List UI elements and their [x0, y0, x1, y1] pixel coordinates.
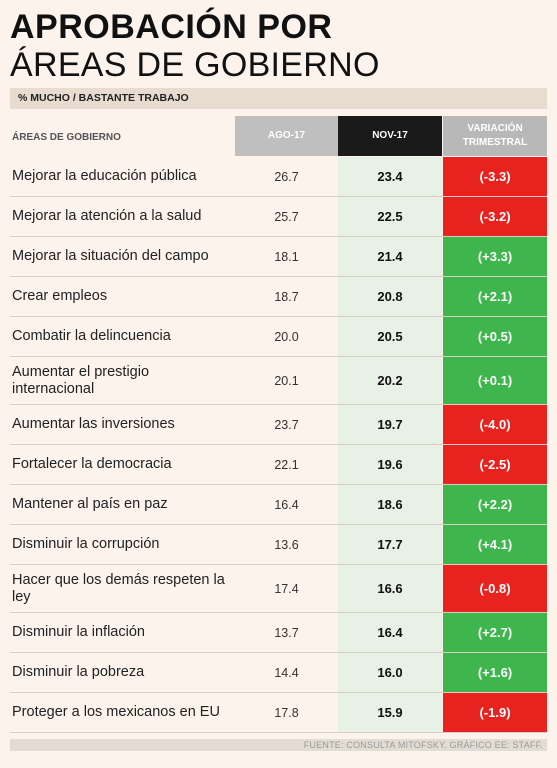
table-row: Mantener al país en paz 16.4 18.6 (+2.2) [10, 485, 547, 525]
table-row: Mejorar la atención a la salud 25.7 22.5 (-… [10, 197, 547, 237]
header-nov: NOV-17 [338, 116, 442, 156]
variation-value: (-1.9) [443, 693, 547, 732]
header-variation-line1: VARIACIÓN [467, 123, 523, 134]
nov-cell-bg [338, 197, 442, 236]
variation-value: (+2.7) [443, 613, 547, 652]
table-row: Hacer que los demás respeten la ley 17.4 1… [10, 565, 547, 613]
nov-value: 19.6 [377, 457, 403, 472]
nov-cell-bg [338, 485, 442, 524]
nov-value: 21.4 [377, 249, 403, 264]
nov-cell-bg [338, 693, 442, 732]
ago-value: 20.1 [274, 373, 299, 388]
subtitle: % MUCHO / BASTANTE TRABAJO [18, 92, 189, 104]
area-label: Aumentar las inversiones [12, 416, 175, 432]
title-line-2: ÁREAS DE GOBIERNO [10, 46, 380, 84]
nov-cell-bg [338, 613, 442, 652]
variation-value: (-0.8) [443, 565, 547, 612]
nov-value: 19.7 [377, 417, 403, 432]
ago-value: 17.8 [274, 705, 299, 720]
ago-value: 18.7 [274, 289, 299, 304]
variation-value: (-4.0) [443, 405, 547, 444]
nov-cell-bg [338, 277, 442, 316]
nov-value: 18.6 [377, 497, 403, 512]
nov-value: 20.8 [377, 289, 403, 304]
data-table: Mejorar la educación pública 26.7 23.4 (-3.… [10, 157, 547, 733]
area-label: Combatir la delincuencia [12, 328, 171, 344]
table-row: Combatir la delincuencia 20.0 20.5 (+0.5) [10, 317, 547, 357]
table-row: Fortalecer la democracia 22.1 19.6 (-2.5) [10, 445, 547, 485]
nov-cell-bg [338, 405, 442, 444]
nov-value: 20.5 [377, 329, 403, 344]
table-header: ÁREAS DE GOBIERNO AGO-17 NOV-17 VARIACIÓ… [10, 116, 547, 156]
subtitle-bar: % MUCHO / BASTANTE TRABAJO [10, 88, 547, 109]
ago-value: 22.1 [274, 457, 299, 472]
nov-cell-bg [338, 357, 442, 404]
variation-value: (-2.5) [443, 445, 547, 484]
variation-value: (+2.1) [443, 277, 547, 316]
table-row: Aumentar las inversiones 23.7 19.7 (-4.0) [10, 405, 547, 445]
nov-value: 16.0 [377, 665, 403, 680]
nov-cell-bg [338, 317, 442, 356]
area-label: Fortalecer la democracia [12, 456, 172, 472]
area-label: Mejorar la educación pública [12, 168, 197, 184]
table-row: Disminuir la pobreza 14.4 16.0 (+1.6) [10, 653, 547, 693]
nov-value: 20.2 [377, 373, 403, 388]
nov-cell-bg [338, 445, 442, 484]
variation-value: (+3.3) [443, 237, 547, 276]
table-row: Mejorar la situación del campo 18.1 21.4 (+… [10, 237, 547, 277]
nov-value: 23.4 [377, 169, 403, 184]
header-ago: AGO-17 [235, 116, 338, 156]
area-label: Crear empleos [12, 288, 108, 304]
table-row: Crear empleos 18.7 20.8 (+2.1) [10, 277, 547, 317]
area-label: Proteger a los mexicanos en EU [12, 704, 220, 720]
nov-value: 16.4 [377, 625, 403, 640]
area-label: Aumentar el prestigio internacional [12, 363, 150, 397]
variation-value: (-3.3) [443, 157, 547, 196]
area-label: Disminuir la inflación [12, 624, 145, 640]
table-row: Disminuir la inflación 13.7 16.4 (+2.7) [10, 613, 547, 653]
ago-value: 16.4 [274, 497, 299, 512]
area-label: Disminuir la corrupción [12, 536, 160, 552]
nov-value: 16.6 [377, 581, 403, 596]
header-areas: ÁREAS DE GOBIERNO [12, 132, 121, 143]
area-label: Mejorar la atención a la salud [12, 208, 202, 224]
table-row: Proteger a los mexicanos en EU 17.8 15.9 (-… [10, 693, 547, 733]
variation-value: (-3.2) [443, 197, 547, 236]
variation-value: (+1.6) [443, 653, 547, 692]
variation-value: (+0.1) [443, 357, 547, 404]
table-row: Aumentar el prestigio internacional 20.1 2… [10, 357, 547, 405]
ago-value: 23.7 [274, 417, 299, 432]
ago-value: 13.7 [274, 625, 299, 640]
footer-bar: FUENTE: CONSULTA MITOFSKY. GRÁFICO EE: S… [10, 739, 547, 751]
nov-cell-bg [338, 237, 442, 276]
nov-cell-bg [338, 525, 442, 564]
ago-value: 13.6 [274, 537, 299, 552]
nov-value: 17.7 [377, 537, 403, 552]
header-variation-line2: TRIMESTRAL [462, 137, 528, 148]
area-label: Mantener al país en paz [12, 496, 168, 512]
variation-value: (+2.2) [443, 485, 547, 524]
table-row: Mejorar la educación pública 26.7 23.4 (-3.… [10, 157, 547, 197]
variation-value: (+4.1) [443, 525, 547, 564]
area-label: Mejorar la situación del campo [12, 248, 209, 264]
variation-value: (+0.5) [443, 317, 547, 356]
ago-value: 26.7 [274, 169, 299, 184]
area-label: Disminuir la pobreza [12, 664, 145, 680]
nov-cell-bg [338, 157, 442, 196]
ago-value: 20.0 [274, 329, 299, 344]
source-footer: FUENTE: CONSULTA MITOFSKY. GRÁFICO EE: S… [303, 740, 543, 750]
nov-value: 22.5 [377, 209, 403, 224]
area-label: Hacer que los demás respeten la ley [12, 571, 225, 605]
table-row: Disminuir la corrupción 13.6 17.7 (+4.1) [10, 525, 547, 565]
nov-value: 15.9 [377, 705, 403, 720]
nov-cell-bg [338, 565, 442, 612]
ago-value: 17.4 [274, 581, 299, 596]
ago-value: 14.4 [274, 665, 299, 680]
header-variation: VARIACIÓN TRIMESTRAL [443, 116, 547, 156]
ago-value: 25.7 [274, 209, 299, 224]
ago-value: 18.1 [274, 249, 299, 264]
nov-cell-bg [338, 653, 442, 692]
title-line-1: APROBACIÓN POR [10, 8, 333, 46]
